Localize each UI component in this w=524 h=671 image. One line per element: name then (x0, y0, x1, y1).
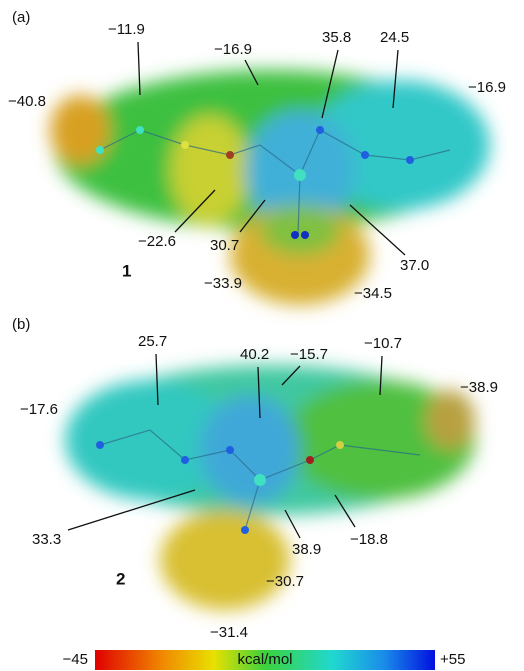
molecule-b (96, 429, 421, 534)
annotation: −34.5 (354, 285, 392, 302)
annotation: 25.7 (138, 333, 167, 350)
panel-label: (b) (12, 316, 30, 333)
annotation: −33.9 (204, 275, 242, 292)
annotation: −22.6 (138, 233, 176, 250)
colorbar (95, 650, 435, 670)
annotation: −31.4 (210, 624, 248, 641)
colorbar-max: +55 (440, 651, 465, 668)
annotation: 40.2 (240, 346, 269, 363)
annotation: −30.7 (266, 573, 304, 590)
panel-label: (a) (12, 9, 30, 26)
annotation: 37.0 (400, 257, 429, 274)
surface-b (65, 365, 475, 610)
annotation: −11.9 (108, 21, 145, 38)
leader-lines (67, 41, 406, 539)
annotation: 33.3 (32, 531, 61, 548)
annotation: −17.6 (20, 401, 58, 418)
annotation: −10.7 (364, 335, 402, 352)
colorbar-min: −45 (63, 651, 88, 668)
molecule-a (96, 126, 451, 239)
annotation: −16.9 (214, 41, 252, 58)
compound-number: 1 (122, 261, 131, 280)
surface-a (50, 70, 490, 305)
annotation: −40.8 (8, 93, 46, 110)
annotation: −18.8 (350, 531, 388, 548)
annotation: 38.9 (292, 541, 321, 558)
annotation: 30.7 (210, 237, 239, 254)
annotation: −16.9 (468, 79, 506, 96)
annotation: 24.5 (380, 29, 409, 46)
colorbar-unit: kcal/mol (237, 651, 292, 668)
annotation: 35.8 (322, 29, 351, 46)
annotation: −15.7 (290, 346, 328, 363)
annotation: −38.9 (460, 379, 498, 396)
compound-number: 2 (116, 569, 125, 588)
